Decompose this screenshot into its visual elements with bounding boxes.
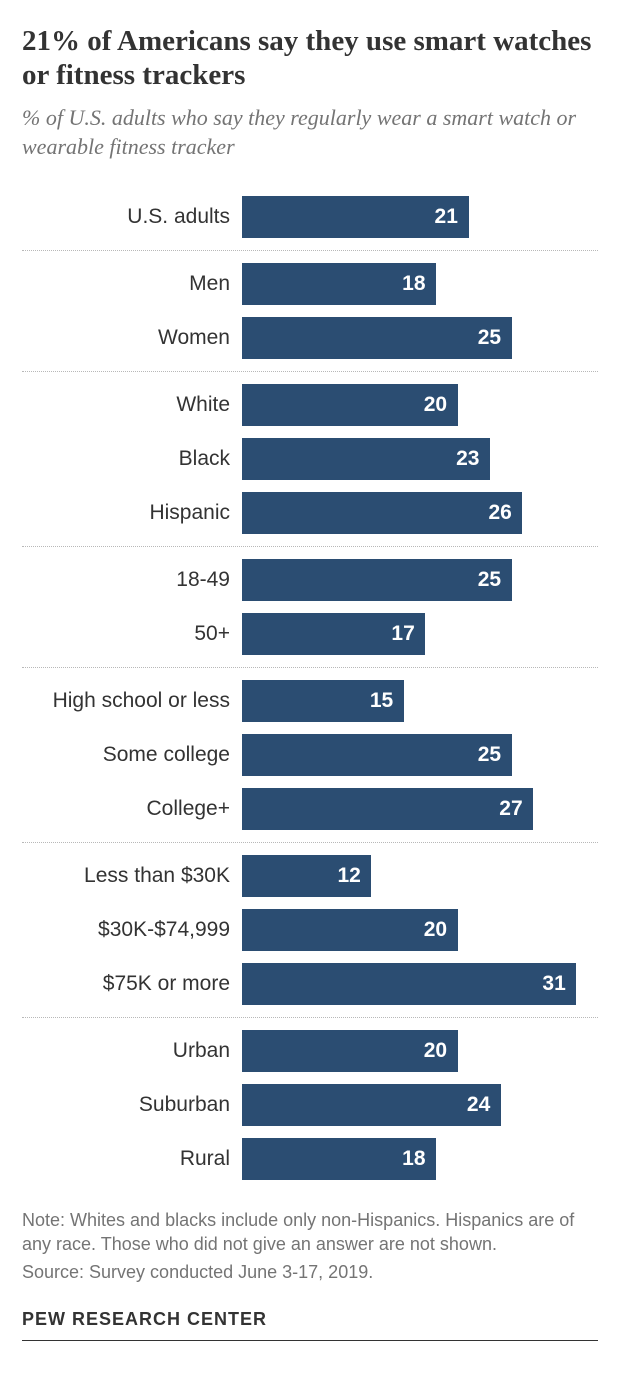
chart-row: Hispanic 26 <box>22 486 598 540</box>
bar <box>242 734 512 776</box>
row-label: Urban <box>22 1039 242 1063</box>
chart-row: Less than $30K 12 <box>22 849 598 903</box>
bar-area: 25 <box>242 559 598 601</box>
chart-note: Note: Whites and blacks include only non… <box>22 1208 598 1257</box>
bar-area: 27 <box>242 788 598 830</box>
chart-group: U.S. adults 21 <box>22 190 598 244</box>
row-label: Black <box>22 447 242 471</box>
bar-value: 25 <box>478 743 501 767</box>
bar-area: 12 <box>242 855 598 897</box>
chart-group: Men 18 Women 25 <box>22 257 598 365</box>
bar-area: 20 <box>242 909 598 951</box>
bar-area: 21 <box>242 196 598 238</box>
chart-subtitle: % of U.S. adults who say they regularly … <box>22 104 598 161</box>
bar-value: 20 <box>424 393 447 417</box>
bar-area: 20 <box>242 1030 598 1072</box>
bar-value: 12 <box>337 864 360 888</box>
chart-source: Source: Survey conducted June 3-17, 2019… <box>22 1260 598 1284</box>
bar-area: 25 <box>242 734 598 776</box>
bar-area: 15 <box>242 680 598 722</box>
bar-value: 18 <box>402 1147 425 1171</box>
group-divider <box>22 371 598 372</box>
bar-value: 31 <box>542 972 565 996</box>
bar-value: 15 <box>370 689 393 713</box>
bar <box>242 317 512 359</box>
bar-value: 21 <box>435 205 458 229</box>
chart-footer: PEW RESEARCH CENTER <box>22 1309 598 1330</box>
chart-row: $30K-$74,999 20 <box>22 903 598 957</box>
row-label: College+ <box>22 797 242 821</box>
chart-row: Urban 20 <box>22 1024 598 1078</box>
bar-area: 24 <box>242 1084 598 1126</box>
bar-value: 18 <box>402 272 425 296</box>
row-label: 50+ <box>22 622 242 646</box>
bar-chart: U.S. adults 21 Men 18 Women 25 White 20 Black 23 H… <box>22 190 598 1186</box>
bar-value: 25 <box>478 568 501 592</box>
chart-row: White 20 <box>22 378 598 432</box>
bar-value: 17 <box>391 622 414 646</box>
chart-row: $75K or more 31 <box>22 957 598 1011</box>
row-label: Some college <box>22 743 242 767</box>
chart-row: Some college 25 <box>22 728 598 782</box>
row-label: Women <box>22 326 242 350</box>
group-divider <box>22 250 598 251</box>
row-label: $75K or more <box>22 972 242 996</box>
chart-title: 21% of Americans say they use smart watc… <box>22 24 598 92</box>
bar-value: 27 <box>499 797 522 821</box>
row-label: Less than $30K <box>22 864 242 888</box>
bar-area: 20 <box>242 384 598 426</box>
chart-group: White 20 Black 23 Hispanic 26 <box>22 378 598 540</box>
row-label: White <box>22 393 242 417</box>
chart-group: Urban 20 Suburban 24 Rural 18 <box>22 1024 598 1186</box>
row-label: 18-49 <box>22 568 242 592</box>
chart-group: 18-49 25 50+ 17 <box>22 553 598 661</box>
bar-area: 25 <box>242 317 598 359</box>
chart-row: Women 25 <box>22 311 598 365</box>
chart-group: Less than $30K 12 $30K-$74,999 20 $75K or mo… <box>22 849 598 1011</box>
group-divider <box>22 1017 598 1018</box>
row-label: $30K-$74,999 <box>22 918 242 942</box>
group-divider <box>22 667 598 668</box>
row-label: U.S. adults <box>22 205 242 229</box>
chart-row: 50+ 17 <box>22 607 598 661</box>
group-divider <box>22 842 598 843</box>
group-divider <box>22 546 598 547</box>
bottom-rule <box>22 1340 598 1341</box>
bar <box>242 438 490 480</box>
row-label: Hispanic <box>22 501 242 525</box>
chart-row: High school or less 15 <box>22 674 598 728</box>
chart-row: Black 23 <box>22 432 598 486</box>
bar <box>242 559 512 601</box>
bar-area: 23 <box>242 438 598 480</box>
bar-area: 18 <box>242 1138 598 1180</box>
chart-row: 18-49 25 <box>22 553 598 607</box>
row-label: High school or less <box>22 689 242 713</box>
bar-value: 24 <box>467 1093 490 1117</box>
chart-row: Suburban 24 <box>22 1078 598 1132</box>
chart-row: U.S. adults 21 <box>22 190 598 244</box>
bar <box>242 1084 501 1126</box>
bar-value: 23 <box>456 447 479 471</box>
bar-value: 26 <box>488 501 511 525</box>
chart-row: Rural 18 <box>22 1132 598 1186</box>
chart-row: College+ 27 <box>22 782 598 836</box>
bar-area: 31 <box>242 963 598 1005</box>
bar-area: 26 <box>242 492 598 534</box>
bar-area: 18 <box>242 263 598 305</box>
bar-value: 20 <box>424 918 447 942</box>
chart-row: Men 18 <box>22 257 598 311</box>
row-label: Men <box>22 272 242 296</box>
bar-value: 25 <box>478 326 501 350</box>
bar-area: 17 <box>242 613 598 655</box>
bar-value: 20 <box>424 1039 447 1063</box>
row-label: Suburban <box>22 1093 242 1117</box>
bar <box>242 963 576 1005</box>
bar <box>242 492 522 534</box>
chart-group: High school or less 15 Some college 25 Colle… <box>22 674 598 836</box>
bar <box>242 788 533 830</box>
row-label: Rural <box>22 1147 242 1171</box>
